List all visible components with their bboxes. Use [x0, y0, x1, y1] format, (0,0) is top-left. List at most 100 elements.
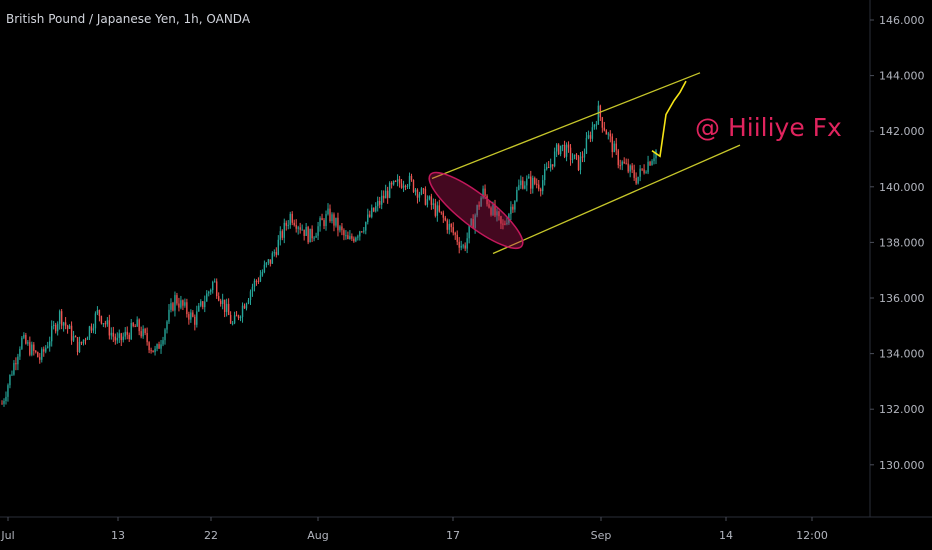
- candle-body: [309, 228, 311, 243]
- candle-body: [182, 300, 184, 306]
- candle-body: [426, 199, 429, 205]
- candle-body: [621, 161, 623, 166]
- candle-body: [404, 185, 407, 187]
- candle-body: [365, 221, 367, 231]
- candle-body: [502, 223, 504, 225]
- candle-body: [581, 156, 584, 158]
- candle-body: [60, 311, 63, 326]
- candle-body: [430, 196, 433, 205]
- candle-body: [611, 136, 613, 153]
- candle-body: [138, 319, 140, 332]
- candle-body: [319, 218, 321, 227]
- candle-body: [186, 302, 188, 315]
- candle-body: [500, 216, 502, 224]
- candle-body: [355, 237, 357, 242]
- candle-body: [470, 219, 472, 226]
- candle-body: [245, 303, 248, 309]
- candle-body: [565, 144, 568, 157]
- candle-body: [321, 218, 323, 221]
- candle-body: [315, 235, 317, 238]
- candle-body: [597, 105, 600, 125]
- candle-body: [520, 180, 522, 186]
- candle-body: [118, 333, 120, 338]
- candle-body: [166, 321, 168, 330]
- candle-body: [424, 188, 427, 205]
- candle-body: [388, 182, 391, 198]
- candle-body: [204, 301, 206, 308]
- candle-body: [188, 314, 190, 320]
- candle-body: [359, 231, 361, 237]
- candle-body: [551, 164, 554, 167]
- x-tick-label: Sep: [591, 529, 612, 542]
- candle-body: [530, 176, 532, 189]
- candle-body: [341, 226, 343, 231]
- candle-body: [70, 325, 73, 341]
- candle-body: [62, 322, 65, 326]
- candle-body: [68, 325, 71, 329]
- candle-body: [458, 241, 460, 248]
- candle-body: [19, 348, 21, 357]
- y-tick-label: 134.000: [879, 348, 925, 361]
- candle-body: [5, 396, 7, 401]
- candle-body: [422, 188, 425, 190]
- candle-body: [249, 291, 252, 301]
- candle-body: [627, 163, 629, 172]
- y-tick-label: 140.000: [879, 181, 925, 194]
- candle-body: [56, 323, 59, 332]
- candle-body: [1, 403, 3, 405]
- candle-body: [412, 180, 415, 192]
- candle-body: [480, 197, 482, 207]
- candle-body: [466, 238, 468, 249]
- candle-body: [134, 326, 136, 328]
- candle-body: [402, 185, 405, 188]
- candle-body: [49, 341, 51, 347]
- candle-body: [434, 203, 437, 216]
- candle-body: [110, 332, 113, 336]
- candle-body: [58, 311, 61, 324]
- candle-body: [289, 213, 291, 225]
- x-tick-label: 12:00: [796, 529, 828, 542]
- candle-body: [347, 235, 349, 240]
- candle-body: [540, 189, 542, 192]
- candle-body: [496, 211, 498, 216]
- candle-body: [215, 281, 218, 297]
- candle-body: [158, 344, 160, 349]
- candle-body: [619, 165, 621, 167]
- candle-body: [363, 230, 365, 232]
- candle-body: [492, 204, 494, 215]
- candle-body: [613, 143, 615, 153]
- candle-body: [325, 214, 327, 227]
- candle-body: [444, 217, 446, 221]
- candle-body: [196, 311, 198, 325]
- candle-body: [198, 305, 200, 312]
- candle-body: [72, 336, 75, 341]
- candle-body: [217, 296, 220, 301]
- candle-body: [92, 328, 95, 331]
- candle-body: [629, 165, 631, 172]
- candle-body: [549, 164, 552, 168]
- candle-body: [221, 299, 224, 304]
- candle-body: [174, 295, 176, 311]
- candle-body: [323, 220, 325, 227]
- candle-body: [474, 215, 476, 228]
- y-tick-label: 130.000: [879, 459, 925, 472]
- candle-body: [377, 200, 379, 207]
- candle-body: [382, 195, 385, 199]
- y-tick-label: 136.000: [879, 292, 925, 305]
- candle-body: [176, 295, 178, 304]
- candle-body: [202, 301, 204, 308]
- candle-body: [514, 201, 516, 210]
- candle-body: [329, 208, 331, 221]
- candle-body: [637, 176, 639, 184]
- candle-body: [23, 334, 25, 338]
- candle-body: [235, 315, 238, 317]
- candle-body: [575, 154, 578, 156]
- candle-body: [649, 161, 651, 166]
- candle-body: [271, 253, 274, 264]
- candle-body: [532, 177, 534, 189]
- candle-body: [86, 337, 89, 340]
- candle-body: [317, 226, 319, 236]
- candle-body: [33, 344, 35, 351]
